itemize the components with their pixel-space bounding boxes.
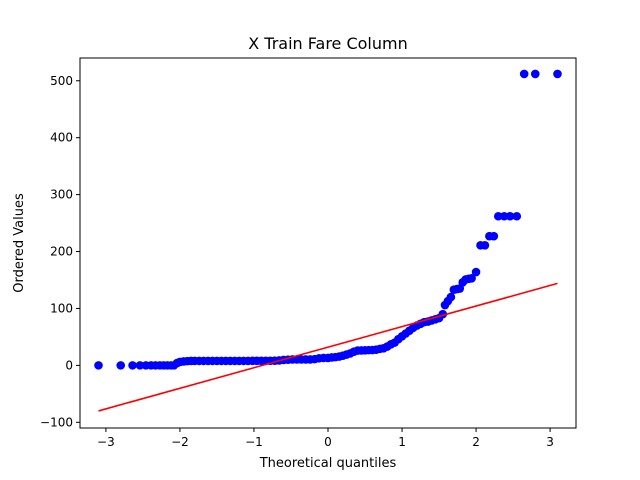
data-point [480,240,490,250]
y-tick-label: 300 [50,188,73,202]
y-tick-label: −100 [40,415,73,429]
y-tick-label: 400 [50,131,73,145]
x-axis: −3 −2 −1 0 1 2 3 [97,428,554,449]
x-tick-label: −2 [171,435,189,449]
data-point [467,273,476,283]
x-tick-label: 2 [472,435,480,449]
y-axis-label: Ordered Values [12,193,27,293]
data-point [116,361,126,370]
chart-title: X Train Fare Column [248,34,408,53]
x-tick-label: 1 [398,435,406,449]
x-tick-label: 0 [324,435,332,449]
y-axis: −100 0 100 200 300 400 500 [40,74,80,429]
data-point [446,292,456,302]
data-point [489,231,499,241]
data-point [512,211,522,221]
y-tick-label: 200 [50,245,73,259]
data-point [493,211,503,221]
data-point [553,69,562,79]
fit-line [98,282,558,412]
data-point [135,361,145,370]
data-point [471,267,481,277]
data-point [94,361,103,370]
x-tick-label: −1 [245,435,263,449]
data-point [499,211,509,221]
y-tick-label: 500 [50,74,73,88]
data-point [530,69,540,79]
x-tick-label: 3 [546,435,554,449]
plot-area [94,69,562,412]
data-point [519,69,529,79]
axes-frame [79,57,577,429]
data-point [505,211,515,221]
y-tick-label: 0 [65,358,73,372]
y-tick-label: 100 [50,301,73,315]
x-axis-label: Theoretical quantiles [259,456,397,471]
x-tick-label: −3 [97,435,115,449]
data-point [128,361,137,370]
